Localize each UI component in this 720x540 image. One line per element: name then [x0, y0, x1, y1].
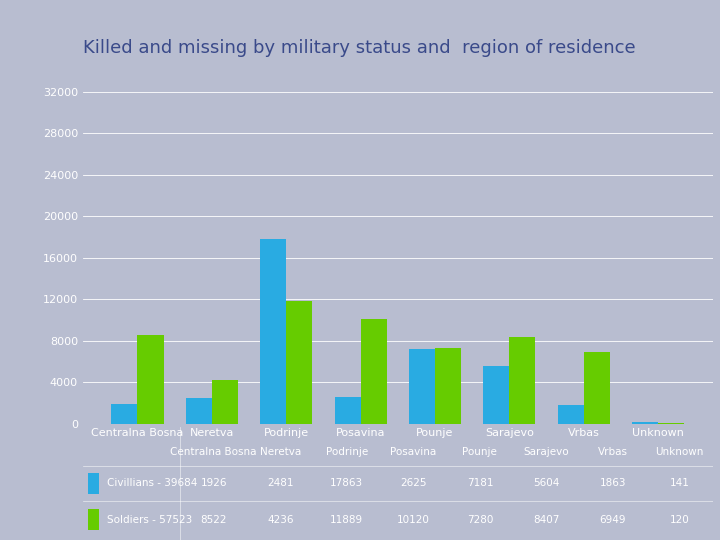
Text: 7280: 7280	[467, 515, 493, 524]
Text: 120: 120	[670, 515, 690, 524]
Text: Soldiers - 57523: Soldiers - 57523	[107, 515, 192, 524]
Bar	[186, 398, 212, 424]
Bar	[287, 301, 312, 424]
Text: 11889: 11889	[330, 515, 364, 524]
Bar	[88, 509, 99, 530]
Bar	[112, 404, 138, 424]
Bar	[509, 336, 536, 424]
Text: 141: 141	[670, 478, 690, 488]
Bar	[212, 380, 238, 424]
Text: Killed and missing by military status and  region of residence: Killed and missing by military status an…	[83, 39, 636, 57]
Text: 1863: 1863	[600, 478, 626, 488]
Text: Podrinje: Podrinje	[325, 447, 368, 456]
Text: Unknown: Unknown	[655, 447, 703, 456]
Text: Civillians - 39684: Civillians - 39684	[107, 478, 197, 488]
Text: 8407: 8407	[534, 515, 559, 524]
Text: 2481: 2481	[267, 478, 294, 488]
Text: Centralna Bosna: Centralna Bosna	[171, 447, 257, 456]
Text: Vrbas: Vrbas	[598, 447, 628, 456]
Text: 2625: 2625	[400, 478, 427, 488]
Text: 1926: 1926	[200, 478, 227, 488]
Text: 10120: 10120	[397, 515, 430, 524]
Text: 4236: 4236	[267, 515, 294, 524]
Bar	[138, 335, 163, 424]
Text: Pounje: Pounje	[462, 447, 498, 456]
Bar	[558, 404, 584, 424]
Bar	[335, 397, 361, 424]
Text: Sarajevo: Sarajevo	[523, 447, 570, 456]
Bar	[658, 423, 684, 424]
Text: 5604: 5604	[534, 478, 559, 488]
Bar	[483, 366, 509, 424]
Text: 7181: 7181	[467, 478, 493, 488]
Bar	[584, 352, 610, 424]
Bar	[88, 473, 99, 494]
Bar	[409, 349, 435, 424]
Text: 6949: 6949	[600, 515, 626, 524]
Text: Neretva: Neretva	[260, 447, 301, 456]
Bar	[361, 319, 387, 424]
Text: 8522: 8522	[200, 515, 227, 524]
Bar	[632, 422, 658, 424]
Text: Posavina: Posavina	[390, 447, 436, 456]
Bar	[435, 348, 461, 424]
Bar	[260, 239, 287, 424]
Text: 17863: 17863	[330, 478, 364, 488]
